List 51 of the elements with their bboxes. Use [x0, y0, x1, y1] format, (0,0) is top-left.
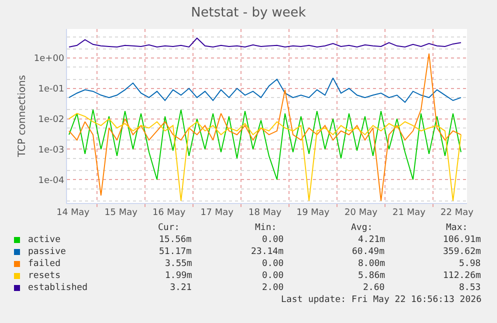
y-tick-label: 1e-03	[38, 145, 64, 156]
x-tick-label: 17 May	[200, 208, 234, 218]
text: 0.00	[262, 271, 284, 281]
x-tick-label: 18 May	[248, 208, 282, 218]
y-tick-label: 1e+00	[34, 54, 64, 64]
text: 0.00	[262, 235, 284, 245]
legend-label: passive	[28, 247, 66, 257]
text: 2.60	[363, 283, 385, 293]
text: 2.00	[262, 283, 284, 293]
text: 112.26m	[443, 271, 481, 281]
line-series	[68, 112, 462, 202]
x-tick-label: 20 May	[344, 208, 378, 218]
text: 8.00m	[358, 259, 386, 269]
text: Max:	[446, 223, 468, 233]
text: 5.86m	[358, 271, 386, 281]
text: Cur:	[158, 223, 180, 233]
x-tick-label: 22 May	[440, 208, 474, 218]
text: 8.53	[459, 283, 481, 293]
chart-title: Netstat - by week	[191, 6, 306, 21]
x-tick-label: 15 May	[104, 208, 138, 218]
text: 23.14m	[251, 247, 284, 257]
y-tick-label: 1e-04	[38, 176, 64, 186]
text: 51.17m	[159, 247, 192, 257]
x-tick-label: 19 May	[296, 208, 330, 218]
y-tick-label: 1e-02	[38, 114, 64, 125]
line-series	[68, 38, 462, 48]
line-series	[68, 109, 462, 180]
text: 15.56m	[159, 235, 192, 245]
text: 1.99m	[165, 271, 192, 281]
text: 4.21m	[358, 235, 386, 245]
line-series	[68, 78, 462, 103]
text: Avg:	[351, 223, 373, 233]
text: 60.49m	[352, 247, 385, 257]
text: 3.55m	[165, 259, 192, 269]
x-tick-label: 16 May	[152, 208, 186, 218]
legend-label: resets	[28, 271, 61, 281]
legend-label: active	[28, 235, 61, 245]
line-series	[68, 53, 462, 202]
x-tick-label: 21 May	[392, 208, 426, 218]
text: 3.21	[170, 283, 192, 293]
y-axis-title: TCP connections	[16, 74, 28, 158]
legend-label: established	[28, 283, 88, 293]
x-tick-label: 14 May	[56, 208, 90, 218]
text: Min:	[255, 223, 277, 233]
text: 0.00	[262, 259, 284, 269]
y-tick-label: 1e-01	[38, 84, 64, 95]
text: 106.91m	[443, 235, 481, 245]
text: 5.98	[459, 259, 481, 269]
legend-label: failed	[28, 259, 61, 269]
text: 359.62m	[443, 247, 481, 257]
text: Last update: Fri May 22 16:56:13 2026	[281, 295, 482, 305]
